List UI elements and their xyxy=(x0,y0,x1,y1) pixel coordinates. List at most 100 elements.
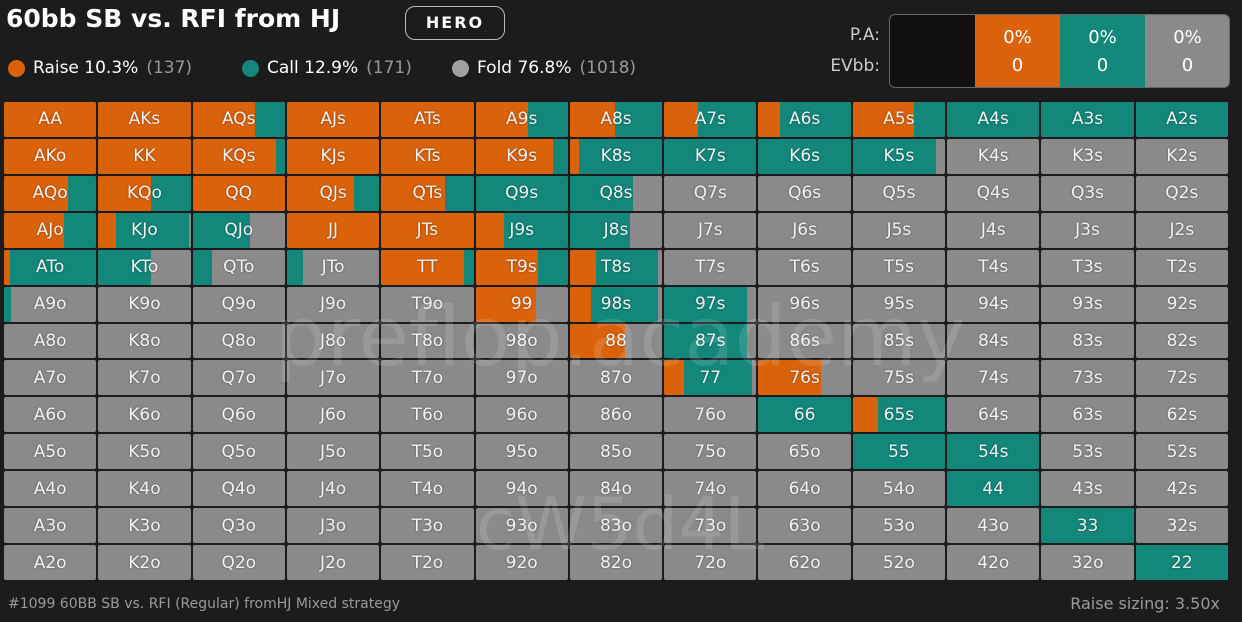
hand-cell: K7o xyxy=(98,360,191,396)
hand-label: KK xyxy=(133,146,156,167)
hand-label: 94o xyxy=(505,478,538,499)
hand-cell: K9s xyxy=(475,138,568,174)
hand-label: KJo xyxy=(131,220,158,241)
hand-cell: K4o xyxy=(98,471,191,507)
hand-cell: KQs xyxy=(192,138,285,174)
pa-value: 0% xyxy=(1173,27,1202,48)
hand-label: 52o xyxy=(882,552,915,573)
hand-label: Q6o xyxy=(221,404,257,425)
hand-cell: Q9o xyxy=(192,286,285,322)
hand-label: A6o xyxy=(33,404,67,425)
hand-cell: 32s xyxy=(1135,508,1228,544)
hand-cell: T2o xyxy=(381,545,474,580)
hand-label: 96o xyxy=(505,404,538,425)
hand-cell: Q5s xyxy=(852,175,946,211)
hand-cell: 82o xyxy=(569,545,663,580)
hand-cell: 94s xyxy=(947,286,1040,322)
hand-label: J4o xyxy=(319,478,347,499)
hand-label: A7o xyxy=(33,367,67,388)
hand-label: 94s xyxy=(977,294,1009,315)
hand-label: 64s xyxy=(977,404,1009,425)
hand-cell: JJ xyxy=(286,212,380,248)
raise-segment xyxy=(852,102,914,137)
hand-cell: 87o xyxy=(569,360,663,396)
call-segment xyxy=(9,249,97,285)
hand-cell: J9s xyxy=(475,212,568,248)
hand-label: K3o xyxy=(128,515,161,536)
raise-segment xyxy=(192,102,256,137)
hand-label: T2s xyxy=(1166,257,1197,278)
hand-label: T2o xyxy=(411,552,444,573)
hand-label: J8s xyxy=(603,220,629,241)
hand-cell: KTo xyxy=(98,249,191,285)
hand-label: T5s xyxy=(883,257,914,278)
hand-cell: 22 xyxy=(1135,545,1228,580)
hand-cell: 98o xyxy=(475,323,568,359)
call-segment xyxy=(1041,102,1134,137)
hand-cell: 63s xyxy=(1041,397,1134,433)
call-segment xyxy=(354,175,380,211)
hand-label: 87o xyxy=(599,367,633,388)
hand-label: 83s xyxy=(1072,330,1103,351)
hand-label: JTs xyxy=(416,220,439,241)
hand-cell: T5s xyxy=(852,249,946,285)
hand-cell: 74s xyxy=(947,360,1040,396)
hand-label: J4s xyxy=(980,220,1006,241)
call-segment xyxy=(758,397,851,433)
hand-cell: 93s xyxy=(1041,286,1134,322)
hand-cell: 65s xyxy=(852,397,946,433)
hand-cell: QJo xyxy=(192,212,285,248)
call-segment xyxy=(569,212,630,248)
call-segment xyxy=(538,249,568,285)
call-segment xyxy=(758,138,851,174)
raise-segment xyxy=(381,138,474,174)
hand-label: 74o xyxy=(694,478,727,499)
hand-label: 86o xyxy=(599,404,633,425)
hand-label: K9o xyxy=(128,294,161,315)
hand-label: KTo xyxy=(130,257,159,278)
call-segment xyxy=(4,286,12,322)
raise-segment xyxy=(4,249,10,285)
hand-cell: A7s xyxy=(664,102,757,137)
call-segment xyxy=(947,471,1040,507)
hand-cell: Q3o xyxy=(192,508,285,544)
hand-cell: TT xyxy=(381,249,474,285)
hand-label: A4s xyxy=(977,109,1009,130)
hand-cell: A6s xyxy=(758,102,851,137)
hand-label: 73s xyxy=(1072,367,1103,388)
panel-cell: 0% 0 xyxy=(975,15,1060,87)
hand-cell: Q3s xyxy=(1041,175,1134,211)
hand-cell: 66 xyxy=(758,397,851,433)
hand-label: T6o xyxy=(411,404,444,425)
hand-cell: 85s xyxy=(852,323,946,359)
hand-label: T9o xyxy=(411,294,444,315)
hand-cell: Q4o xyxy=(192,471,285,507)
hand-label: KQo xyxy=(126,183,162,204)
hand-label: TT xyxy=(417,257,438,278)
hand-label: A3o xyxy=(33,515,67,536)
hero-badge[interactable]: HERO xyxy=(405,6,505,40)
hand-label: AKs xyxy=(128,109,161,130)
hand-cell: 84s xyxy=(947,323,1040,359)
hand-cell: ATo xyxy=(4,249,97,285)
raise-segment xyxy=(475,286,536,322)
call-segment xyxy=(192,249,212,285)
hand-label: K5s xyxy=(883,146,915,167)
hand-cell: T3o xyxy=(381,508,474,544)
raise-segment xyxy=(569,138,580,174)
hand-cell: K7s xyxy=(664,138,757,174)
hand-cell: 86o xyxy=(569,397,663,433)
call-segment xyxy=(615,102,663,137)
call-segment xyxy=(947,434,1040,470)
hand-label: 73o xyxy=(694,515,727,536)
hand-label: T7s xyxy=(695,257,726,278)
hand-label: Q8o xyxy=(221,330,257,351)
hand-cell: Q8s xyxy=(569,175,663,211)
hand-label: T6s xyxy=(789,257,820,278)
hand-cell: 95s xyxy=(852,286,946,322)
hand-cell: T4s xyxy=(947,249,1040,285)
hand-label: K2s xyxy=(1166,146,1198,167)
hand-cell: K2o xyxy=(98,545,191,580)
call-segment xyxy=(553,138,568,174)
